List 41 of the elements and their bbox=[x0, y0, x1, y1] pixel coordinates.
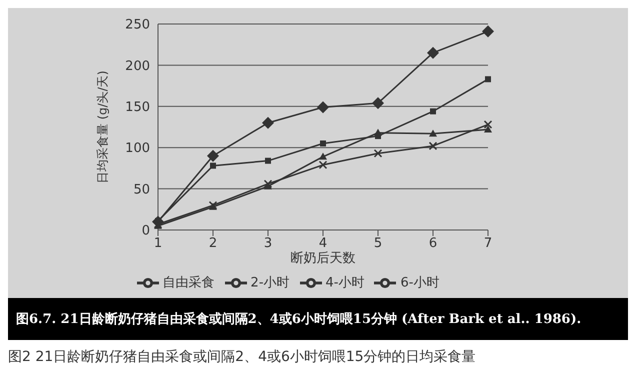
y-tick-label: 250 bbox=[125, 18, 150, 33]
x-tick-label: 4 bbox=[318, 236, 328, 252]
y-axis-title: 日均采食量 (g/头/天) bbox=[95, 70, 110, 184]
legend-label: 4-小时 bbox=[326, 276, 364, 291]
point bbox=[430, 108, 436, 114]
x-tick-label: 3 bbox=[264, 236, 272, 252]
point bbox=[207, 150, 219, 162]
point bbox=[320, 140, 326, 146]
caption: 图2 21日龄断奶仔猪自由采食或间隔2、4或6小时饲喂15分钟的日均采食量 bbox=[8, 349, 476, 365]
point bbox=[317, 101, 329, 114]
legend-label: 6-小时 bbox=[400, 276, 440, 291]
y-tick-label: 50 bbox=[133, 182, 150, 198]
point bbox=[262, 116, 274, 129]
text: 图6.7. 21日龄断奶仔猪自由采食或间隔2、4或6小时饲喂15分钟 (After Bark et al.. 1986). bbox=[16, 312, 582, 327]
point bbox=[484, 125, 492, 132]
point bbox=[374, 149, 382, 158]
x-tick-label: 1 bbox=[154, 236, 162, 252]
x-tick-label: 7 bbox=[484, 236, 492, 252]
x-axis-title: 断奶后天数 bbox=[290, 251, 356, 266]
point bbox=[485, 76, 491, 82]
y-tick-label: 200 bbox=[125, 58, 150, 74]
point bbox=[482, 25, 494, 38]
point bbox=[374, 128, 382, 136]
point bbox=[372, 97, 384, 110]
y-tick-label: 100 bbox=[125, 141, 150, 156]
point bbox=[484, 120, 492, 129]
point bbox=[429, 130, 437, 137]
y-tick-label: 0 bbox=[142, 224, 150, 239]
point bbox=[318, 160, 328, 170]
point bbox=[319, 152, 327, 160]
x-tick-label: 5 bbox=[374, 236, 382, 252]
point bbox=[427, 46, 439, 59]
point bbox=[210, 162, 216, 169]
point bbox=[265, 158, 271, 164]
x-tick-label: 6 bbox=[428, 236, 438, 252]
legend-label: 自由采食 bbox=[162, 276, 215, 291]
x-tick-label: 2 bbox=[208, 236, 218, 252]
y-tick-label: 150 bbox=[125, 100, 150, 116]
point bbox=[428, 142, 438, 150]
legend-label: 2-小时 bbox=[250, 276, 290, 291]
point bbox=[264, 180, 272, 188]
